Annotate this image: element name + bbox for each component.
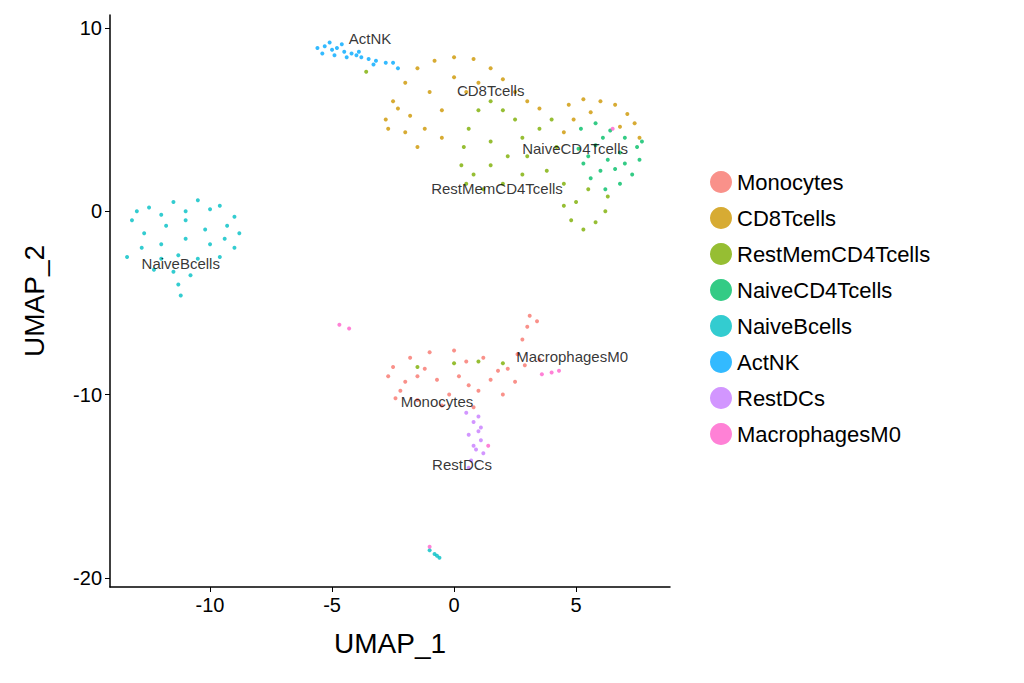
svg-text:RestMemCD4Tcells: RestMemCD4Tcells: [737, 242, 930, 267]
svg-text:Monocytes: Monocytes: [401, 393, 474, 410]
svg-text:10: 10: [80, 17, 102, 39]
svg-text:UMAP_1: UMAP_1: [334, 628, 446, 659]
svg-text:UMAP_2: UMAP_2: [19, 245, 50, 357]
svg-text:-10: -10: [73, 384, 102, 406]
svg-text:0: 0: [448, 594, 459, 616]
svg-text:MacrophagesM0: MacrophagesM0: [516, 348, 628, 365]
svg-text:RestMemCD4Tcells: RestMemCD4Tcells: [431, 180, 563, 197]
svg-text:MacrophagesM0: MacrophagesM0: [737, 422, 901, 447]
svg-text:NaiveBcells: NaiveBcells: [737, 314, 852, 339]
svg-text:-20: -20: [73, 567, 102, 589]
svg-text:RestDCs: RestDCs: [432, 456, 492, 473]
svg-text:5: 5: [570, 594, 581, 616]
svg-text:NaiveBcells: NaiveBcells: [142, 255, 220, 272]
svg-text:NaiveCD4Tcells: NaiveCD4Tcells: [737, 278, 892, 303]
svg-text:0: 0: [91, 200, 102, 222]
svg-text:Monocytes: Monocytes: [737, 170, 843, 195]
svg-text:-10: -10: [196, 594, 225, 616]
svg-text:CD8Tcells: CD8Tcells: [457, 82, 525, 99]
svg-text:-5: -5: [323, 594, 341, 616]
svg-text:CD8Tcells: CD8Tcells: [737, 206, 836, 231]
svg-text:ActNK: ActNK: [737, 350, 800, 375]
svg-text:ActNK: ActNK: [349, 30, 392, 47]
svg-text:NaiveCD4Tcells: NaiveCD4Tcells: [522, 140, 628, 157]
svg-text:RestDCs: RestDCs: [737, 386, 825, 411]
